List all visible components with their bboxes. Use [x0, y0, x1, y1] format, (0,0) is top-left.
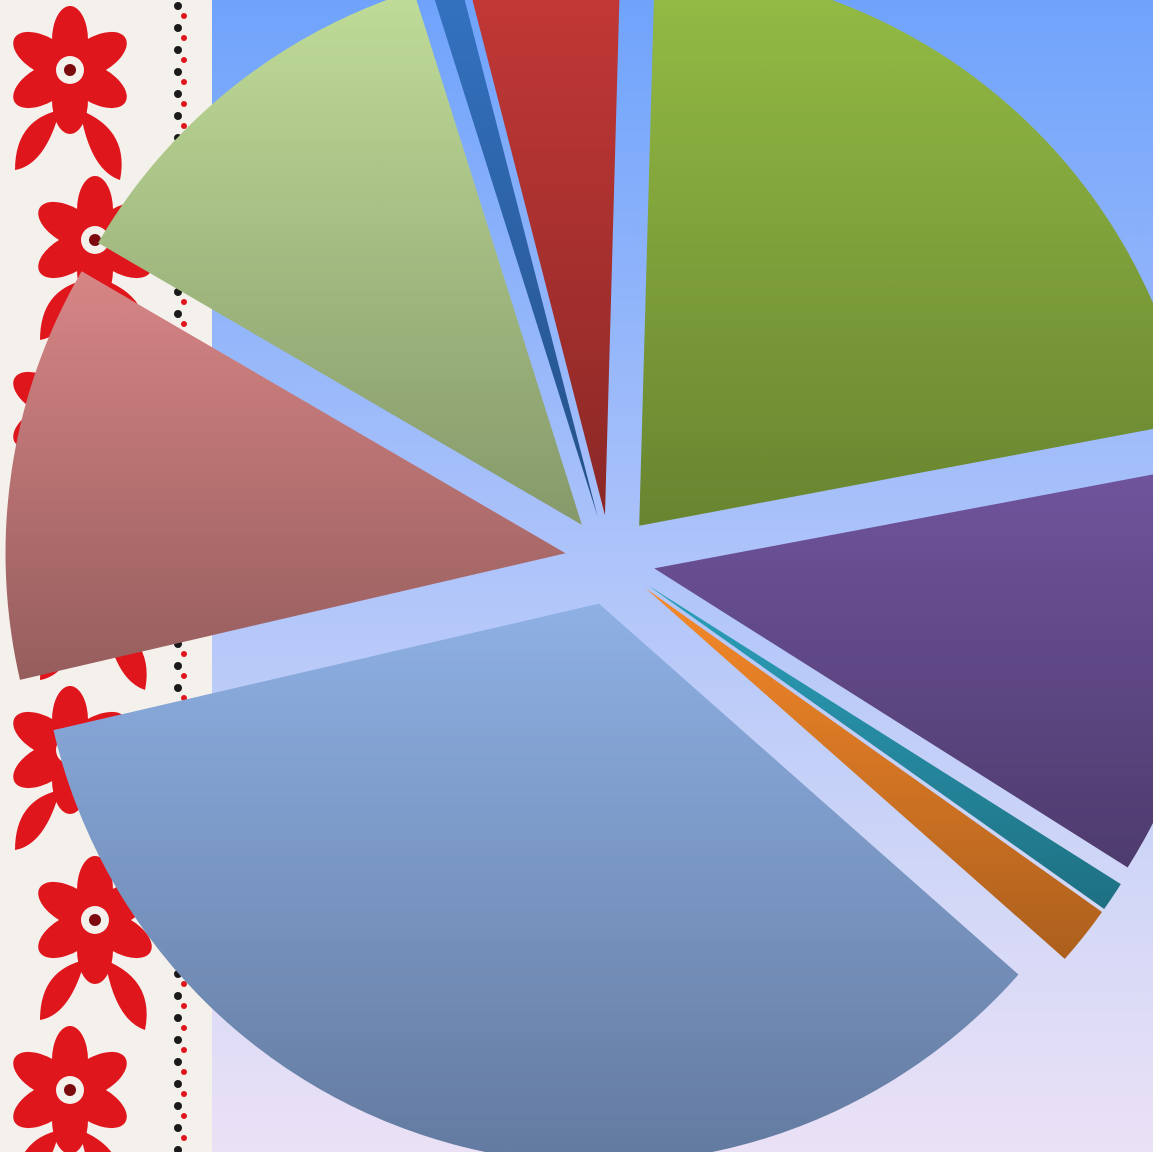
pie-slice-3 [647, 585, 1121, 910]
pie-slice-4 [645, 587, 1103, 959]
stitch-mark [174, 1146, 182, 1152]
stitch-mark [174, 1036, 187, 1053]
floral-motif [13, 1026, 127, 1152]
stitch-mark [174, 1058, 187, 1075]
stitch-mark [174, 1014, 187, 1031]
stitch-mark [174, 310, 187, 327]
stitch-mark [174, 1124, 187, 1141]
stitch-mark [174, 68, 187, 85]
pie-slice-6 [5, 271, 566, 680]
stitch-mark [174, 662, 187, 679]
stitch-mark [174, 24, 187, 41]
pie-slice-7 [98, 0, 582, 525]
stitch-mark [174, 684, 187, 701]
stitch-mark [174, 992, 187, 1009]
stitch-mark [174, 46, 187, 63]
stitch-mark [174, 1102, 187, 1119]
stitch-mark [174, 112, 187, 129]
stitch-mark [174, 90, 187, 107]
pie-slice-1 [639, 0, 1153, 526]
stitch-mark [174, 2, 187, 19]
pie-slice-9 [472, 0, 620, 516]
stitch-mark [174, 1080, 187, 1097]
pie-slice-5 [53, 603, 1019, 1152]
pie-slice-2 [654, 474, 1153, 868]
floral-motif [13, 6, 127, 180]
